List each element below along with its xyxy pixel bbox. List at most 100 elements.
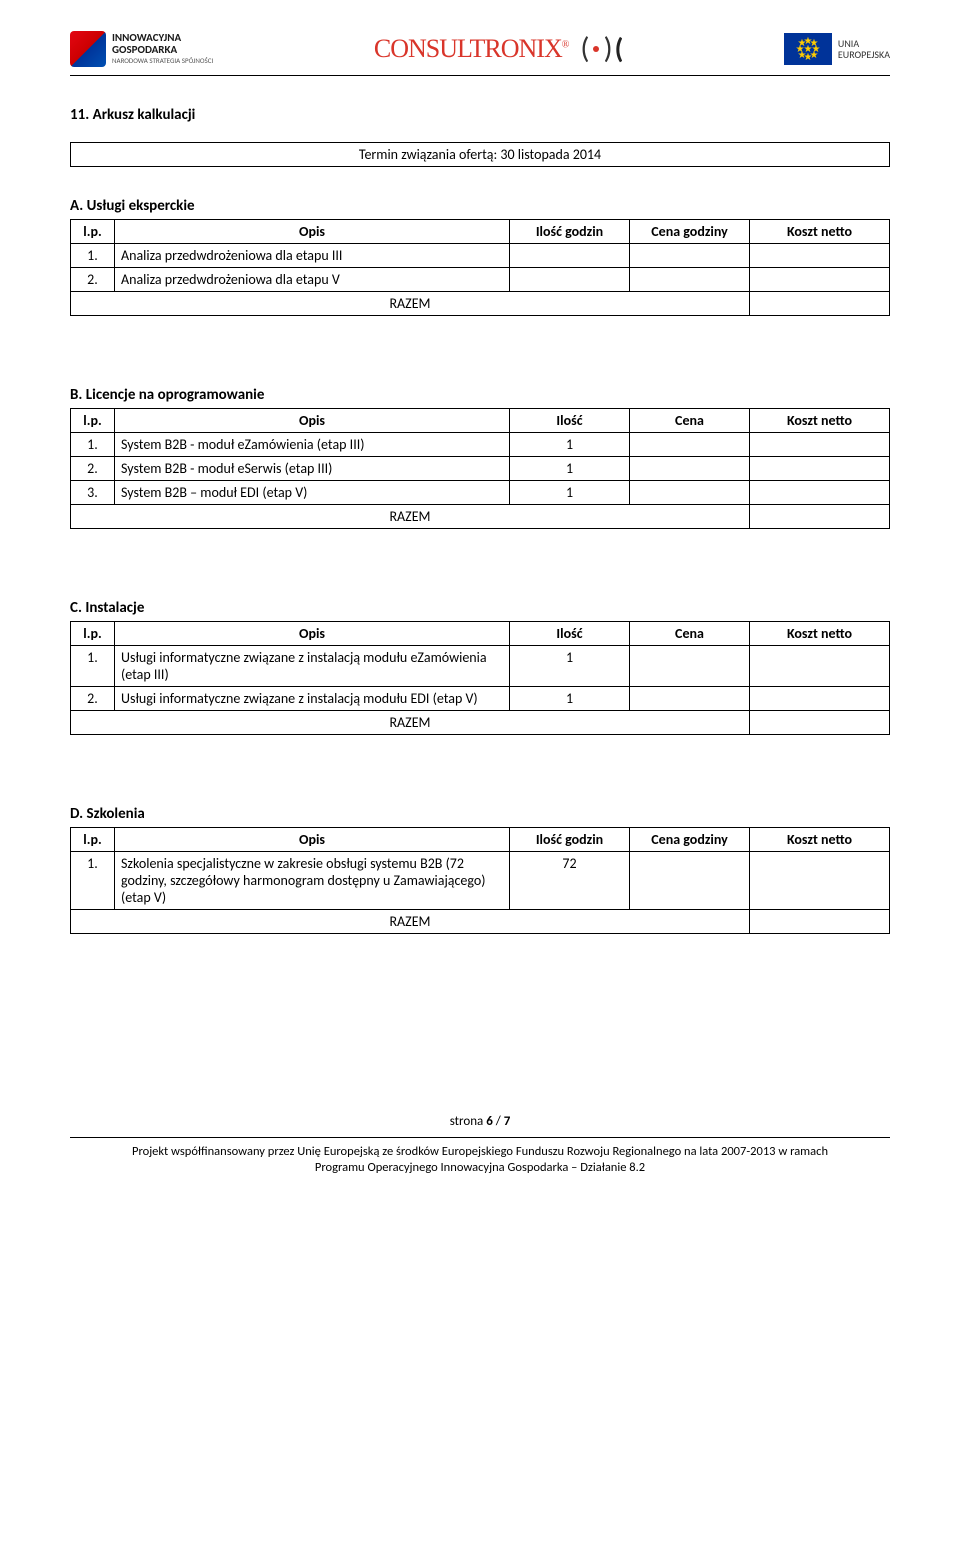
th-koszt: Koszt netto <box>750 828 890 852</box>
cell-cena <box>630 244 750 268</box>
footer-line1: Projekt współfinansowany przez Unię Euro… <box>70 1144 890 1160</box>
cell-lp: 1. <box>71 646 115 687</box>
consultronix-text: CONSULTRONIX <box>374 34 562 63</box>
cell-razem: RAZEM <box>71 711 750 735</box>
cell-koszt <box>750 244 890 268</box>
cell-ilosc: 72 <box>510 852 630 910</box>
table-row-razem: RAZEM <box>71 505 890 529</box>
table-row: 1. System B2B - moduł eZamówienia (etap … <box>71 433 890 457</box>
th-cena: Cena godziny <box>630 220 750 244</box>
th-lp: l.p. <box>71 220 115 244</box>
th-cena: Cena <box>630 622 750 646</box>
cell-lp: 1. <box>71 852 115 910</box>
table-row-razem: RAZEM <box>71 292 890 316</box>
cell-koszt <box>750 433 890 457</box>
cell-razem-val <box>750 910 890 934</box>
cell-cena <box>630 268 750 292</box>
cell-cena <box>630 457 750 481</box>
cell-opis: Szkolenia specjalistyczne w zakresie obs… <box>115 852 510 910</box>
eu-line1: UNIA <box>838 38 890 49</box>
eu-flag-icon <box>784 33 832 65</box>
th-ilosc: Ilość godzin <box>510 220 630 244</box>
cell-koszt <box>750 852 890 910</box>
th-koszt: Koszt netto <box>750 220 890 244</box>
ig-line2: GOSPODARKA <box>112 44 213 56</box>
cell-koszt <box>750 268 890 292</box>
cell-lp: 1. <box>71 244 115 268</box>
main-title: 11. Arkusz kalkulacji <box>70 106 890 124</box>
table-d: l.p. Opis Ilość godzin Cena godziny Kosz… <box>70 827 890 934</box>
th-lp: l.p. <box>71 622 115 646</box>
cell-lp: 2. <box>71 457 115 481</box>
th-ilosc: Ilość <box>510 622 630 646</box>
cell-ilosc: 1 <box>510 457 630 481</box>
cell-razem-val <box>750 505 890 529</box>
cell-opis: Usługi informatyczne związane z instalac… <box>115 687 510 711</box>
cell-razem: RAZEM <box>71 910 750 934</box>
table-row-razem: RAZEM <box>71 910 890 934</box>
cell-cena <box>630 481 750 505</box>
table-b: l.p. Opis Ilość Cena Koszt netto 1. Syst… <box>70 408 890 529</box>
cell-razem-val <box>750 292 890 316</box>
table-row-razem: RAZEM <box>71 711 890 735</box>
cell-cena <box>630 687 750 711</box>
th-cena: Cena <box>630 409 750 433</box>
cx-logo: ()( <box>580 30 623 67</box>
cell-cena <box>630 433 750 457</box>
ig-badge-icon <box>70 31 106 67</box>
footer-text: Projekt współfinansowany przez Unię Euro… <box>70 1144 890 1177</box>
cell-ilosc <box>510 244 630 268</box>
cell-koszt <box>750 646 890 687</box>
section-a-heading: A. Usługi eksperckie <box>70 197 890 215</box>
table-c: l.p. Opis Ilość Cena Koszt netto 1. Usłu… <box>70 621 890 735</box>
th-opis: Opis <box>115 220 510 244</box>
cell-cena <box>630 852 750 910</box>
cell-razem: RAZEM <box>71 505 750 529</box>
ig-sub: NARODOWA STRATEGIA SPÓJNOŚCI <box>112 56 213 65</box>
consultronix-logo: CONSULTRONIX® <box>374 34 568 64</box>
termin-text: Termin związania ofertą: 30 listopada 20… <box>71 143 890 167</box>
th-koszt: Koszt netto <box>750 622 890 646</box>
table-row: 1. Analiza przedwdrożeniowa dla etapu II… <box>71 244 890 268</box>
cell-lp: 3. <box>71 481 115 505</box>
section-b-heading: B. Licencje na oprogramowanie <box>70 386 890 404</box>
cell-lp: 2. <box>71 268 115 292</box>
cell-lp: 1. <box>71 433 115 457</box>
footer-line2: Programu Operacyjnego Innowacyjna Gospod… <box>70 1160 890 1176</box>
th-cena: Cena godziny <box>630 828 750 852</box>
th-opis: Opis <box>115 409 510 433</box>
cell-ilosc <box>510 268 630 292</box>
table-row: 2. Usługi informatyczne związane z insta… <box>71 687 890 711</box>
cell-ilosc: 1 <box>510 687 630 711</box>
cell-ilosc: 1 <box>510 481 630 505</box>
table-row: 3. System B2B – moduł EDI (etap V) 1 <box>71 481 890 505</box>
th-ilosc: Ilość godzin <box>510 828 630 852</box>
section-d-heading: D. Szkolenia <box>70 805 890 823</box>
cell-cena <box>630 646 750 687</box>
cell-koszt <box>750 481 890 505</box>
cell-opis: System B2B - moduł eSerwis (etap III) <box>115 457 510 481</box>
logo-innowacyjna-gospodarka: INNOWACYJNA GOSPODARKA NARODOWA STRATEGI… <box>70 31 213 67</box>
table-row: 2. Analiza przedwdrożeniowa dla etapu V <box>71 268 890 292</box>
cell-lp: 2. <box>71 687 115 711</box>
logo-eu: UNIA EUROPEJSKA <box>784 33 890 65</box>
logo-center-group: CONSULTRONIX® ()( <box>374 30 623 67</box>
cell-ilosc: 1 <box>510 646 630 687</box>
th-ilosc: Ilość <box>510 409 630 433</box>
cell-opis: System B2B - moduł eZamówienia (etap III… <box>115 433 510 457</box>
table-row: 1. Szkolenia specjalistyczne w zakresie … <box>71 852 890 910</box>
th-lp: l.p. <box>71 828 115 852</box>
th-lp: l.p. <box>71 409 115 433</box>
page-number: strona 6 / 7 <box>70 1114 890 1129</box>
cell-opis: Analiza przedwdrożeniowa dla etapu V <box>115 268 510 292</box>
section-c-heading: C. Instalacje <box>70 599 890 617</box>
termin-box: Termin związania ofertą: 30 listopada 20… <box>70 142 890 167</box>
cell-opis: System B2B – moduł EDI (etap V) <box>115 481 510 505</box>
header-divider <box>70 75 890 76</box>
cell-koszt <box>750 457 890 481</box>
footer-divider <box>70 1137 890 1138</box>
cell-opis: Usługi informatyczne związane z instalac… <box>115 646 510 687</box>
table-a: l.p. Opis Ilość godzin Cena godziny Kosz… <box>70 219 890 316</box>
cell-koszt <box>750 687 890 711</box>
th-opis: Opis <box>115 622 510 646</box>
